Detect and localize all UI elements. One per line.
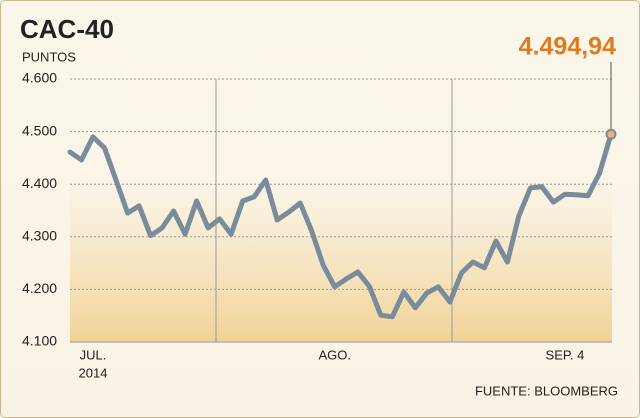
source: FUENTE: BLOOMBERG — [475, 383, 618, 398]
y-tick-label: 4.500 — [22, 122, 57, 138]
chart-title: CAC-40 — [20, 14, 114, 44]
subtitle: PUNTOS — [22, 49, 76, 64]
x-tick-label: SEP. 4 — [546, 347, 585, 362]
value-label: 4.494,94 — [519, 33, 616, 61]
y-tick-label: 4.300 — [22, 228, 57, 244]
y-tick-label: 4.400 — [22, 175, 57, 191]
x-tick-label: AGO. — [318, 347, 351, 362]
background-band — [70, 180, 612, 342]
x-tick-label: JUL. — [80, 347, 107, 362]
x-axis-year: 2014 — [79, 365, 108, 380]
y-tick-label: 4.200 — [22, 280, 57, 296]
y-tick-label: 4.600 — [22, 70, 57, 86]
line — [67, 131, 614, 320]
y-tick-label: 4.100 — [22, 333, 57, 349]
end-marker — [605, 128, 617, 140]
